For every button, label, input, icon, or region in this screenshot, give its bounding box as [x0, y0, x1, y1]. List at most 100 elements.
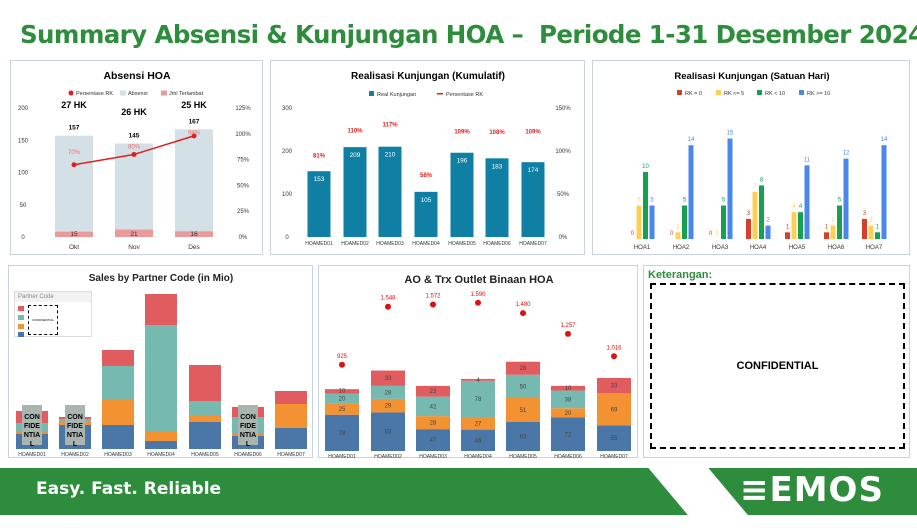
trx-point: [475, 299, 481, 306]
persentase-label: 109%: [525, 129, 541, 135]
trx-label: 1.548: [380, 296, 396, 302]
day-label: 4: [792, 204, 796, 210]
x-tick-label: HOAMED06: [554, 454, 582, 459]
day-bar: [798, 212, 803, 239]
x-tick-label: Des: [188, 244, 200, 251]
stack-segment: [102, 425, 134, 449]
segment-label: 46: [475, 438, 482, 444]
stack-segment: [102, 366, 134, 399]
segment-label: 51: [520, 408, 527, 414]
absensi-bar: [55, 135, 93, 237]
chart-title: Sales by Partner Code (in Mio): [89, 273, 233, 284]
legend-swatch: [799, 90, 804, 95]
segment-label: 10: [339, 388, 346, 394]
hk-label: 27 HK: [61, 100, 87, 110]
persentase-label: 58%: [420, 173, 433, 179]
x-tick-label: HOAMED06: [483, 241, 511, 247]
legend-label: Real Kunjungan: [377, 92, 416, 98]
keterangan-content: CONFIDENTIAL: [650, 283, 905, 449]
x-tick-label: Okt: [69, 244, 79, 251]
stack-segment: [102, 350, 134, 366]
legend-label: Absensi: [128, 91, 148, 97]
legend-confidential: CONFIDENTIAL: [28, 305, 58, 335]
x-tick-label: HOAMED04: [412, 241, 440, 247]
y2-tick-label: 150%: [555, 106, 571, 112]
day-bar: [643, 172, 648, 239]
stack-segment: [102, 399, 134, 425]
stack-segment: [371, 412, 405, 451]
x-tick-label: HOAMED01: [328, 454, 356, 459]
trx-label: 1.480: [515, 302, 531, 308]
segment-label: 72: [565, 432, 572, 438]
stack-segment: [325, 414, 359, 451]
stack-segment: [461, 380, 495, 418]
trx-label: 1.016: [606, 345, 622, 351]
day-bar: [843, 158, 849, 239]
stack-segment: [145, 294, 177, 325]
day-bar: [868, 225, 874, 239]
x-tick-label: HOAMED07: [519, 241, 547, 247]
y-tick-label: 300: [282, 106, 293, 112]
chart-title: AO & Trx Outlet Binaan HOA: [404, 274, 553, 286]
day-label: 5: [650, 198, 654, 204]
kunjungan-bar: [378, 146, 402, 237]
kunjungan-bar: [521, 162, 545, 237]
terlambat-label: 15: [70, 231, 78, 238]
stack-segment: [551, 408, 585, 418]
y-tick-label: 0: [21, 235, 25, 241]
stack-segment: [145, 325, 177, 432]
segment-label: 55: [611, 436, 618, 442]
legend-swatch: [18, 332, 24, 337]
persentase-label: 108%: [489, 130, 505, 136]
day-label: 1: [786, 224, 790, 230]
y-tick-label: 200: [18, 106, 29, 112]
kumulatif-chart: Realisasi Kunjungan (Kumulatif) Real Kunj…: [282, 71, 571, 247]
chart-title: Realisasi Kunjungan (Kumulatif): [351, 71, 505, 82]
segment-label: 78: [475, 397, 482, 403]
ao-trx-chart: AO & Trx Outlet Binaan HOA HOAMED01 HOAMED…: [325, 274, 631, 459]
kunjungan-bar: [450, 152, 474, 237]
segment-label: 69: [611, 407, 618, 413]
legend-label: RK <= 5: [724, 91, 744, 97]
x-tick-label: HOAMED02: [374, 454, 402, 459]
footer-slogan: Easy. Fast. Reliable: [36, 479, 222, 499]
stack-segment: [506, 361, 540, 375]
absensi-label: 167: [189, 118, 200, 125]
persentase-label: 109%: [454, 129, 470, 135]
stack-segment: [371, 385, 405, 399]
day-bar: [636, 205, 642, 239]
trx-label: 925: [337, 354, 348, 360]
stack-segment: [461, 417, 495, 430]
day-label: 0: [631, 231, 635, 237]
day-label: 12: [843, 151, 850, 157]
trx-point: [385, 303, 391, 310]
stack-segment: [416, 429, 450, 451]
legend-label: Persentase RK: [76, 91, 113, 97]
stack-segment: [325, 403, 359, 415]
persentase-point: [131, 151, 137, 157]
x-tick-label: HOAMED04: [147, 452, 175, 458]
x-tick-label: HOAMED03: [104, 452, 132, 458]
x-tick-label: HOAMED03: [376, 241, 404, 247]
stack-segment: [416, 416, 450, 430]
y2-tick-label: 125%: [235, 106, 251, 112]
sales-chart-panel: Sales by Partner Code (in Mio) HOAMED01 HO…: [8, 265, 313, 458]
segment-label: 78: [339, 431, 346, 437]
x-tick-label: HOAMED07: [277, 452, 305, 458]
trx-point: [611, 353, 617, 360]
x-tick-label: HOAMED03: [419, 454, 447, 459]
stack-segment: [506, 421, 540, 451]
stack-segment: [189, 422, 221, 449]
chart-title: Absensi HOA: [103, 70, 171, 82]
segment-label: 27: [475, 421, 482, 427]
y-tick-label: 100: [282, 192, 293, 198]
stack-segment: [597, 393, 631, 426]
legend-swatch: [369, 91, 374, 96]
segment-label: 20: [339, 396, 346, 402]
day-bar: [881, 145, 887, 239]
y2-tick-label: 50%: [557, 192, 570, 198]
kumulatif-chart-panel: Realisasi Kunjungan (Kumulatif) Real Kunj…: [270, 60, 585, 255]
absensi-chart-panel: Absensi HOA Persentase RK Absensi Jml Terla…: [10, 60, 263, 255]
day-label: 2: [766, 218, 770, 224]
stack-segment: [189, 401, 221, 415]
